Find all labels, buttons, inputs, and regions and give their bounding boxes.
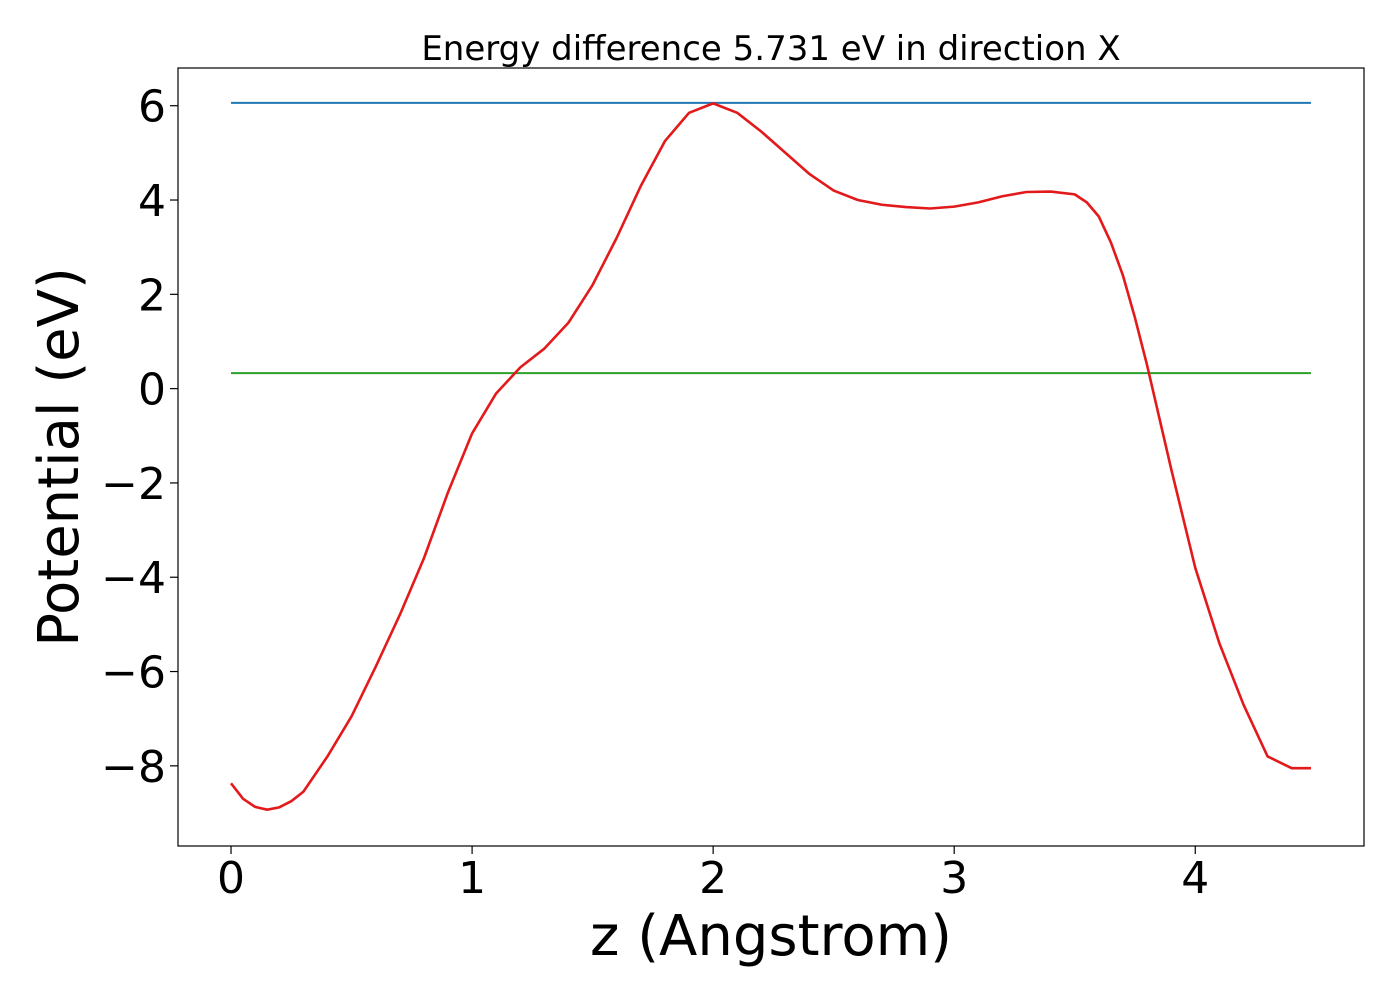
x-axis: 0 1 2 3 4: [217, 846, 1209, 904]
y-tick-label: 4: [138, 176, 166, 227]
x-tick-label: 3: [940, 853, 968, 904]
y-axis-label: Potential (eV): [27, 267, 92, 647]
plot-area-frame: [177, 67, 1365, 847]
y-tick-label: 2: [138, 270, 166, 321]
x-tick-label: 2: [699, 853, 727, 904]
chart-title: Energy difference 5.731 eV in direction …: [421, 29, 1120, 69]
x-axis-label: z (Angstrom): [590, 904, 952, 969]
x-tick-label: 1: [458, 853, 486, 904]
x-tick-label: 4: [1181, 853, 1209, 904]
series-layer: [230, 101, 1311, 811]
series-line-2: [230, 102, 1311, 811]
y-tick-label: −2: [101, 459, 166, 510]
y-tick-label: 6: [138, 82, 166, 133]
y-tick-label: −4: [101, 553, 166, 604]
y-axis: −8 −6 −4 −2 0 2 4 6: [101, 82, 178, 793]
y-tick-label: −6: [101, 648, 166, 699]
y-tick-label: 0: [138, 365, 166, 416]
y-tick-label: −8: [101, 742, 166, 793]
x-tick-label: 0: [217, 853, 245, 904]
